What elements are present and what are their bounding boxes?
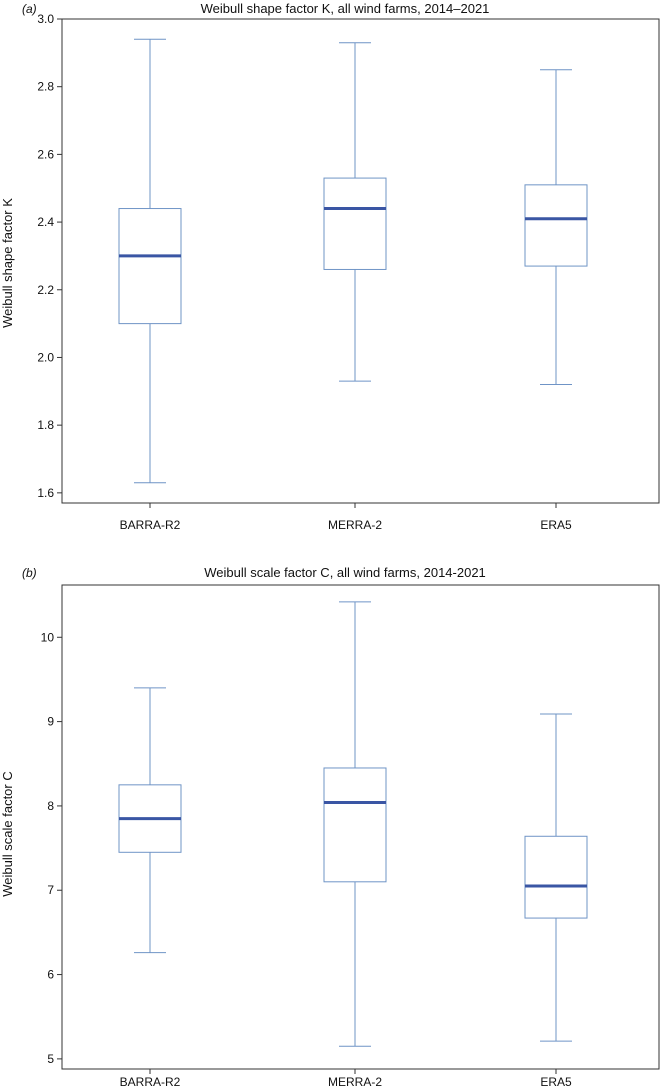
panel-b-boxes	[118, 601, 588, 1047]
panel-a-y-tick-label: 2.8	[37, 80, 54, 94]
iqr-box	[524, 184, 588, 267]
iqr-box	[323, 177, 387, 270]
panel-b-plot-frame	[61, 584, 660, 1070]
panel-b-scale-factor: (b) Weibull scale factor C, all wind far…	[0, 565, 660, 1089]
panel-b-x-tick-label: BARRA-R2	[120, 1075, 181, 1089]
panel-a-y-tick-label: 1.6	[37, 486, 54, 500]
iqr-box	[323, 767, 387, 883]
panel-a-boxes	[118, 38, 588, 484]
panel-a-y-axis-label: Weibull shape factor K	[0, 198, 15, 328]
panel-a-box-era5	[524, 69, 588, 386]
panel-b-box-era5	[524, 713, 588, 1042]
panel-b-y-tick-label: 5	[47, 1052, 54, 1066]
panel-a-box-merra-2	[323, 42, 387, 382]
panel-b-y-tick-label: 9	[47, 715, 54, 729]
panel-b-y-tick-label: 10	[41, 630, 55, 644]
panel-a-x-tick-label: BARRA-R2	[120, 518, 181, 532]
panel-a-shape-factor: (a) Weibull shape factor K, all wind far…	[0, 1, 660, 532]
panel-b-x-tick-label: ERA5	[540, 1075, 572, 1089]
panel-b-label: (b)	[22, 566, 37, 580]
panel-a-y-tick-label: 3.0	[37, 12, 54, 26]
panel-a-plot-frame	[61, 18, 660, 504]
panel-a-y-ticks: 1.6 1.8 2.0 2.2 2.4 2.6 2.8 3.0	[37, 12, 62, 500]
panel-a-label: (a)	[22, 2, 37, 16]
panel-b-y-ticks: 5 6 7 8 9 10	[41, 630, 62, 1066]
iqr-box	[118, 208, 182, 325]
panel-a-x-tick-label: ERA5	[540, 518, 572, 532]
panel-b-title: Weibull scale factor C, all wind farms, …	[204, 565, 486, 580]
panel-a-x-ticks: BARRA-R2 MERRA-2 ERA5	[120, 503, 572, 532]
panel-b-x-tick-label: MERRA-2	[328, 1075, 382, 1089]
panel-a-y-tick-label: 2.0	[37, 350, 54, 364]
panel-b-y-tick-label: 8	[47, 799, 54, 813]
panel-a-y-tick-label: 2.6	[37, 147, 54, 161]
panel-a-title: Weibull shape factor K, all wind farms, …	[201, 1, 490, 16]
panel-a-box-barra-r2	[118, 38, 182, 484]
panel-a-y-tick-label: 2.4	[37, 215, 54, 229]
iqr-box	[524, 835, 588, 919]
panel-b-box-merra-2	[323, 601, 387, 1047]
panel-b-y-tick-label: 7	[47, 883, 54, 897]
panel-b-y-tick-label: 6	[47, 968, 54, 982]
panel-b-y-axis-label: Weibull scale factor C	[0, 771, 15, 896]
panel-a-y-tick-label: 1.8	[37, 418, 54, 432]
panel-b-x-ticks: BARRA-R2 MERRA-2 ERA5	[120, 1069, 572, 1089]
panel-a-y-tick-label: 2.2	[37, 283, 54, 297]
panel-b-box-barra-r2	[118, 687, 182, 954]
panel-a-x-tick-label: MERRA-2	[328, 518, 382, 532]
